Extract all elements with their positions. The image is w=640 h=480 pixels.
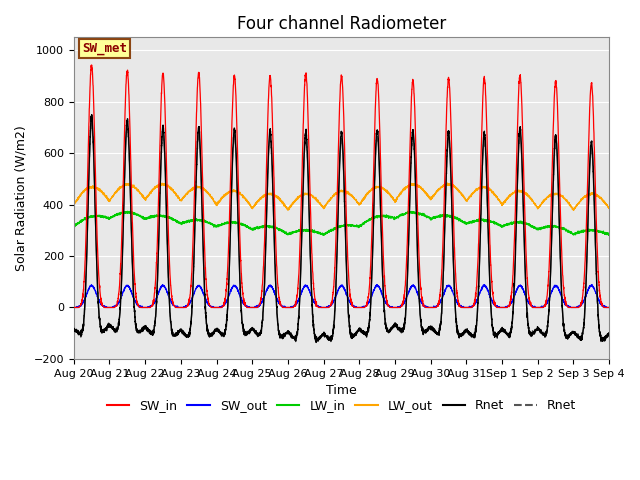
X-axis label: Time: Time — [326, 384, 357, 397]
Line: SW_out: SW_out — [74, 285, 609, 308]
SW_in — [70, 305, 77, 311]
LW_out — [570, 207, 577, 213]
SW_in — [166, 274, 174, 279]
SW_out — [321, 305, 329, 311]
SW_out — [492, 303, 499, 309]
Rnet — [605, 331, 612, 336]
Rnet — [605, 332, 613, 338]
Rnet — [166, 312, 174, 317]
LW_out — [492, 192, 500, 198]
LW_out — [605, 205, 612, 211]
Line: Rnet: Rnet — [74, 123, 609, 343]
LW_in — [605, 232, 613, 238]
LW_out — [461, 197, 469, 203]
SW_out — [588, 282, 596, 288]
SW_out — [605, 305, 612, 311]
SW_in — [605, 305, 612, 311]
Rnet — [432, 330, 440, 336]
Rnet — [322, 333, 330, 339]
LW_out — [70, 201, 77, 207]
Title: Four channel Radiometer: Four channel Radiometer — [237, 15, 446, 33]
Rnet — [166, 313, 174, 319]
SW_in — [605, 305, 613, 311]
Rnet — [605, 332, 612, 337]
LW_out — [166, 184, 174, 190]
SW_out — [432, 304, 440, 310]
SW_out — [166, 296, 174, 302]
Rnet — [88, 120, 95, 126]
LW_out — [444, 180, 451, 186]
LW_out — [321, 203, 329, 209]
LW_in — [461, 220, 469, 226]
Line: LW_out: LW_out — [74, 183, 609, 210]
Rnet — [492, 332, 500, 338]
Rnet — [312, 339, 320, 345]
Legend: SW_in, SW_out, LW_in, LW_out, Rnet, Rnet: SW_in, SW_out, LW_in, LW_out, Rnet, Rnet — [102, 394, 581, 417]
Line: SW_in: SW_in — [74, 65, 609, 308]
Line: Rnet: Rnet — [74, 115, 609, 342]
SW_out — [70, 305, 77, 311]
LW_in — [166, 214, 174, 220]
Rnet — [492, 333, 500, 339]
SW_in — [432, 305, 440, 311]
Text: SW_met: SW_met — [82, 42, 127, 55]
Rnet — [312, 340, 320, 346]
Rnet — [70, 326, 77, 332]
SW_in — [321, 305, 329, 311]
Rnet — [70, 326, 77, 332]
SW_in — [492, 303, 500, 309]
Rnet — [432, 330, 440, 336]
LW_in — [492, 220, 500, 226]
SW_out — [605, 305, 613, 311]
LW_in — [605, 232, 612, 238]
LW_out — [605, 205, 613, 211]
Y-axis label: Solar Radiation (W/m2): Solar Radiation (W/m2) — [15, 125, 28, 271]
LW_in — [404, 208, 412, 214]
LW_in — [321, 230, 329, 236]
Rnet — [88, 112, 95, 118]
LW_in — [70, 223, 77, 228]
SW_in — [88, 62, 95, 68]
Line: LW_in: LW_in — [74, 211, 609, 235]
SW_in — [461, 305, 469, 311]
LW_out — [432, 190, 440, 195]
LW_in — [432, 215, 440, 221]
Rnet — [605, 331, 613, 337]
SW_out — [461, 305, 469, 311]
Rnet — [322, 333, 330, 339]
Rnet — [461, 328, 469, 334]
Rnet — [461, 328, 469, 334]
LW_in — [319, 232, 327, 238]
